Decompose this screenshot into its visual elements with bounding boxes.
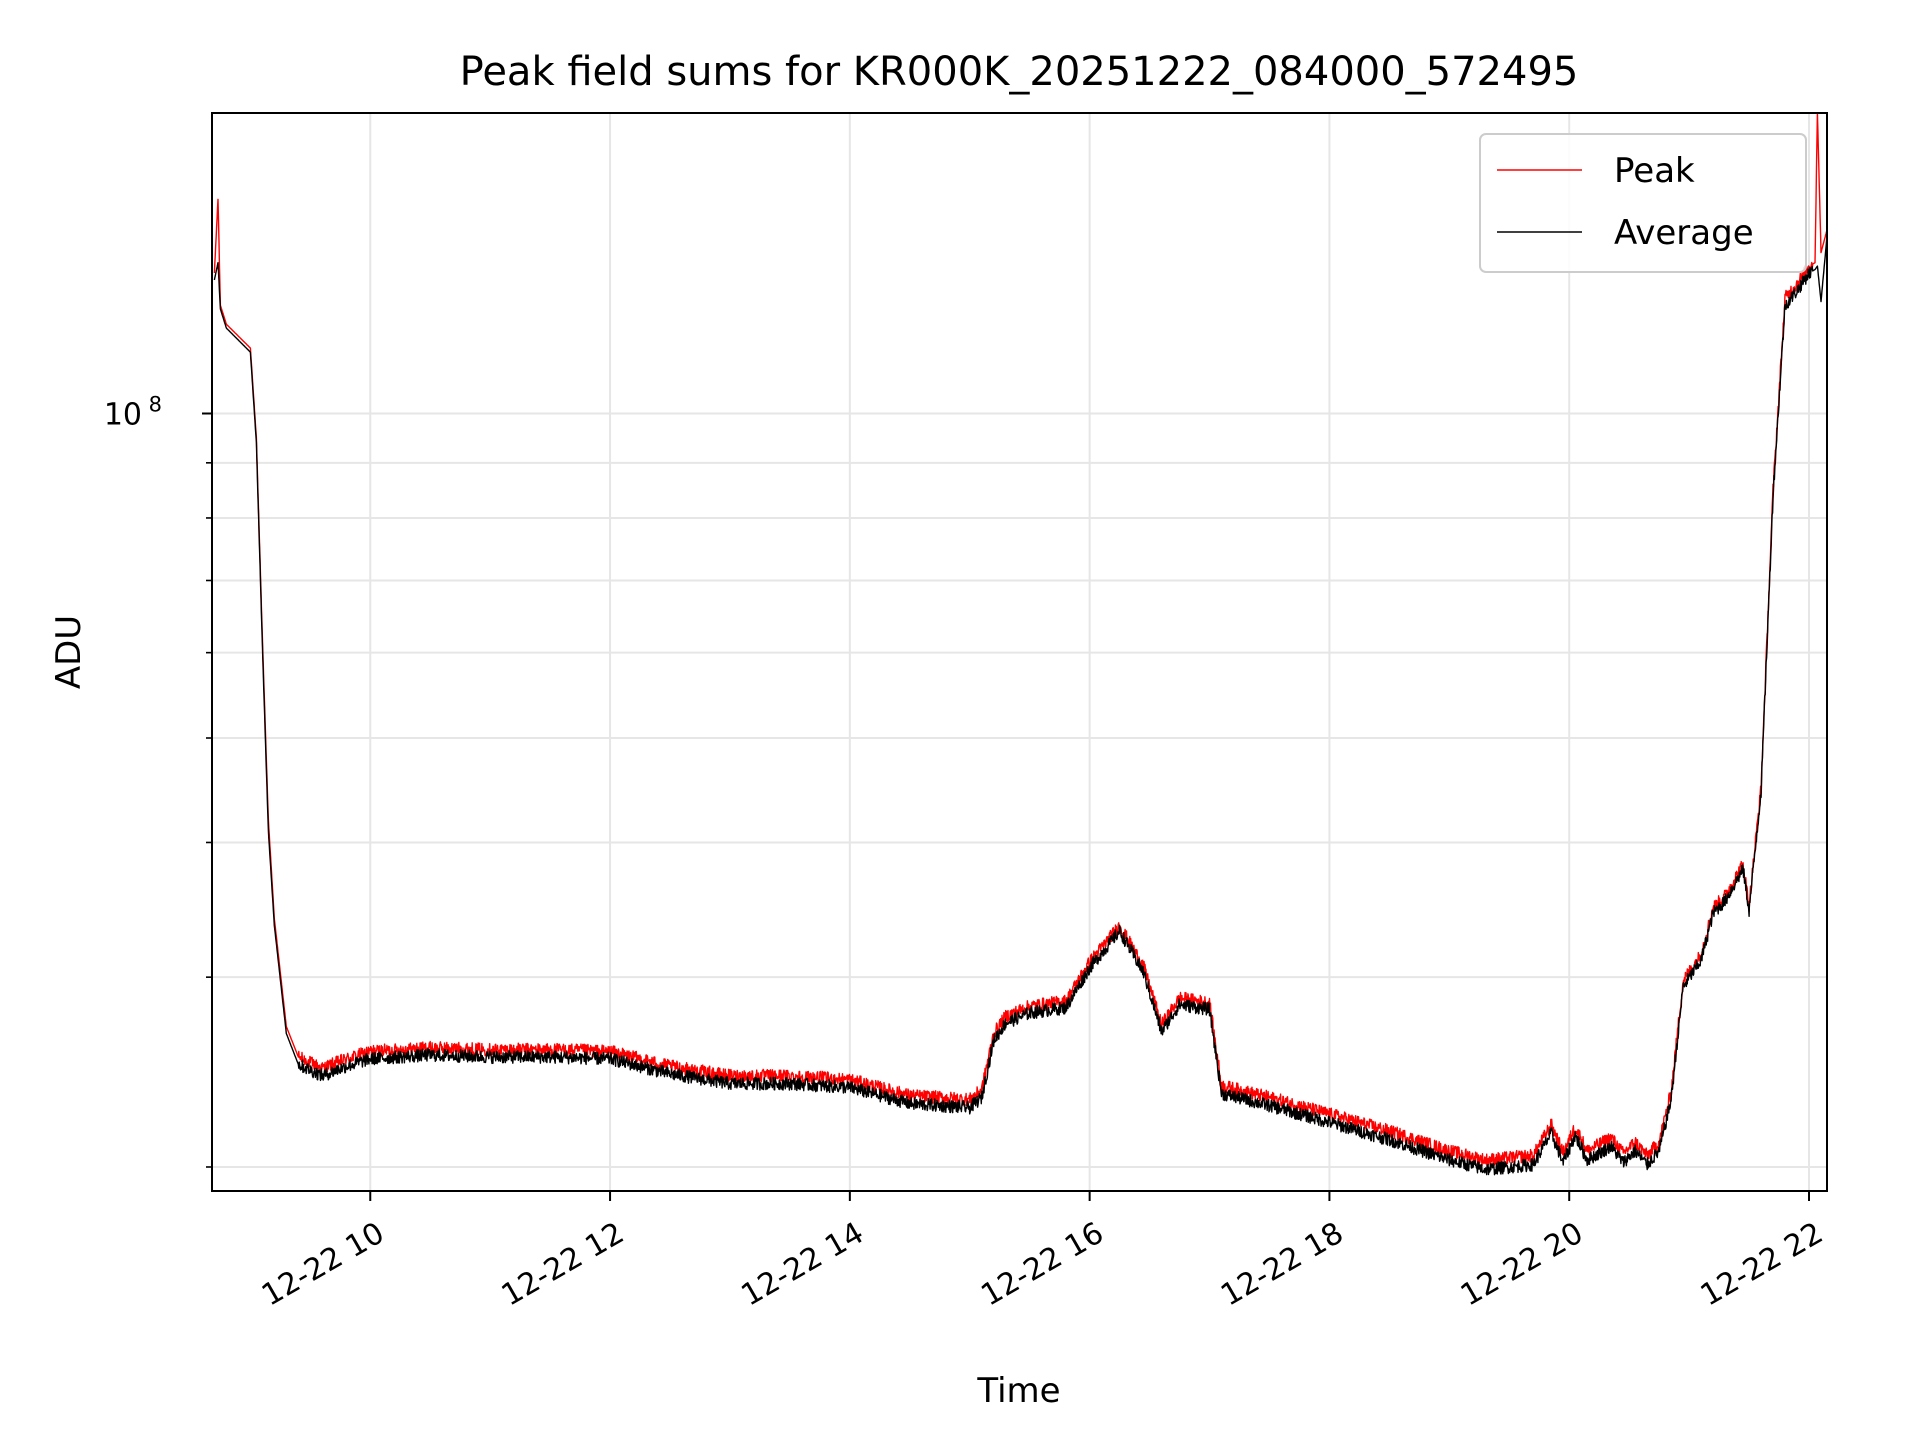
legend-label-peak: Peak [1614, 151, 1695, 191]
series-layer [213, 112, 1828, 1176]
y-tick-label: 10 [104, 397, 142, 432]
y-axis-label: ADU [49, 615, 89, 689]
x-axis-label: Time [976, 1371, 1060, 1411]
grid [212, 113, 1827, 1191]
legend-box [1479, 133, 1807, 273]
chart-title: Peak field sums for KR000K_20251222_0840… [460, 49, 1579, 95]
legend-label-average: Average [1614, 213, 1754, 253]
y-tick-exponent: 8 [149, 392, 162, 416]
series-line-average [213, 236, 1828, 1176]
legend: Peak Average [1479, 133, 1807, 273]
